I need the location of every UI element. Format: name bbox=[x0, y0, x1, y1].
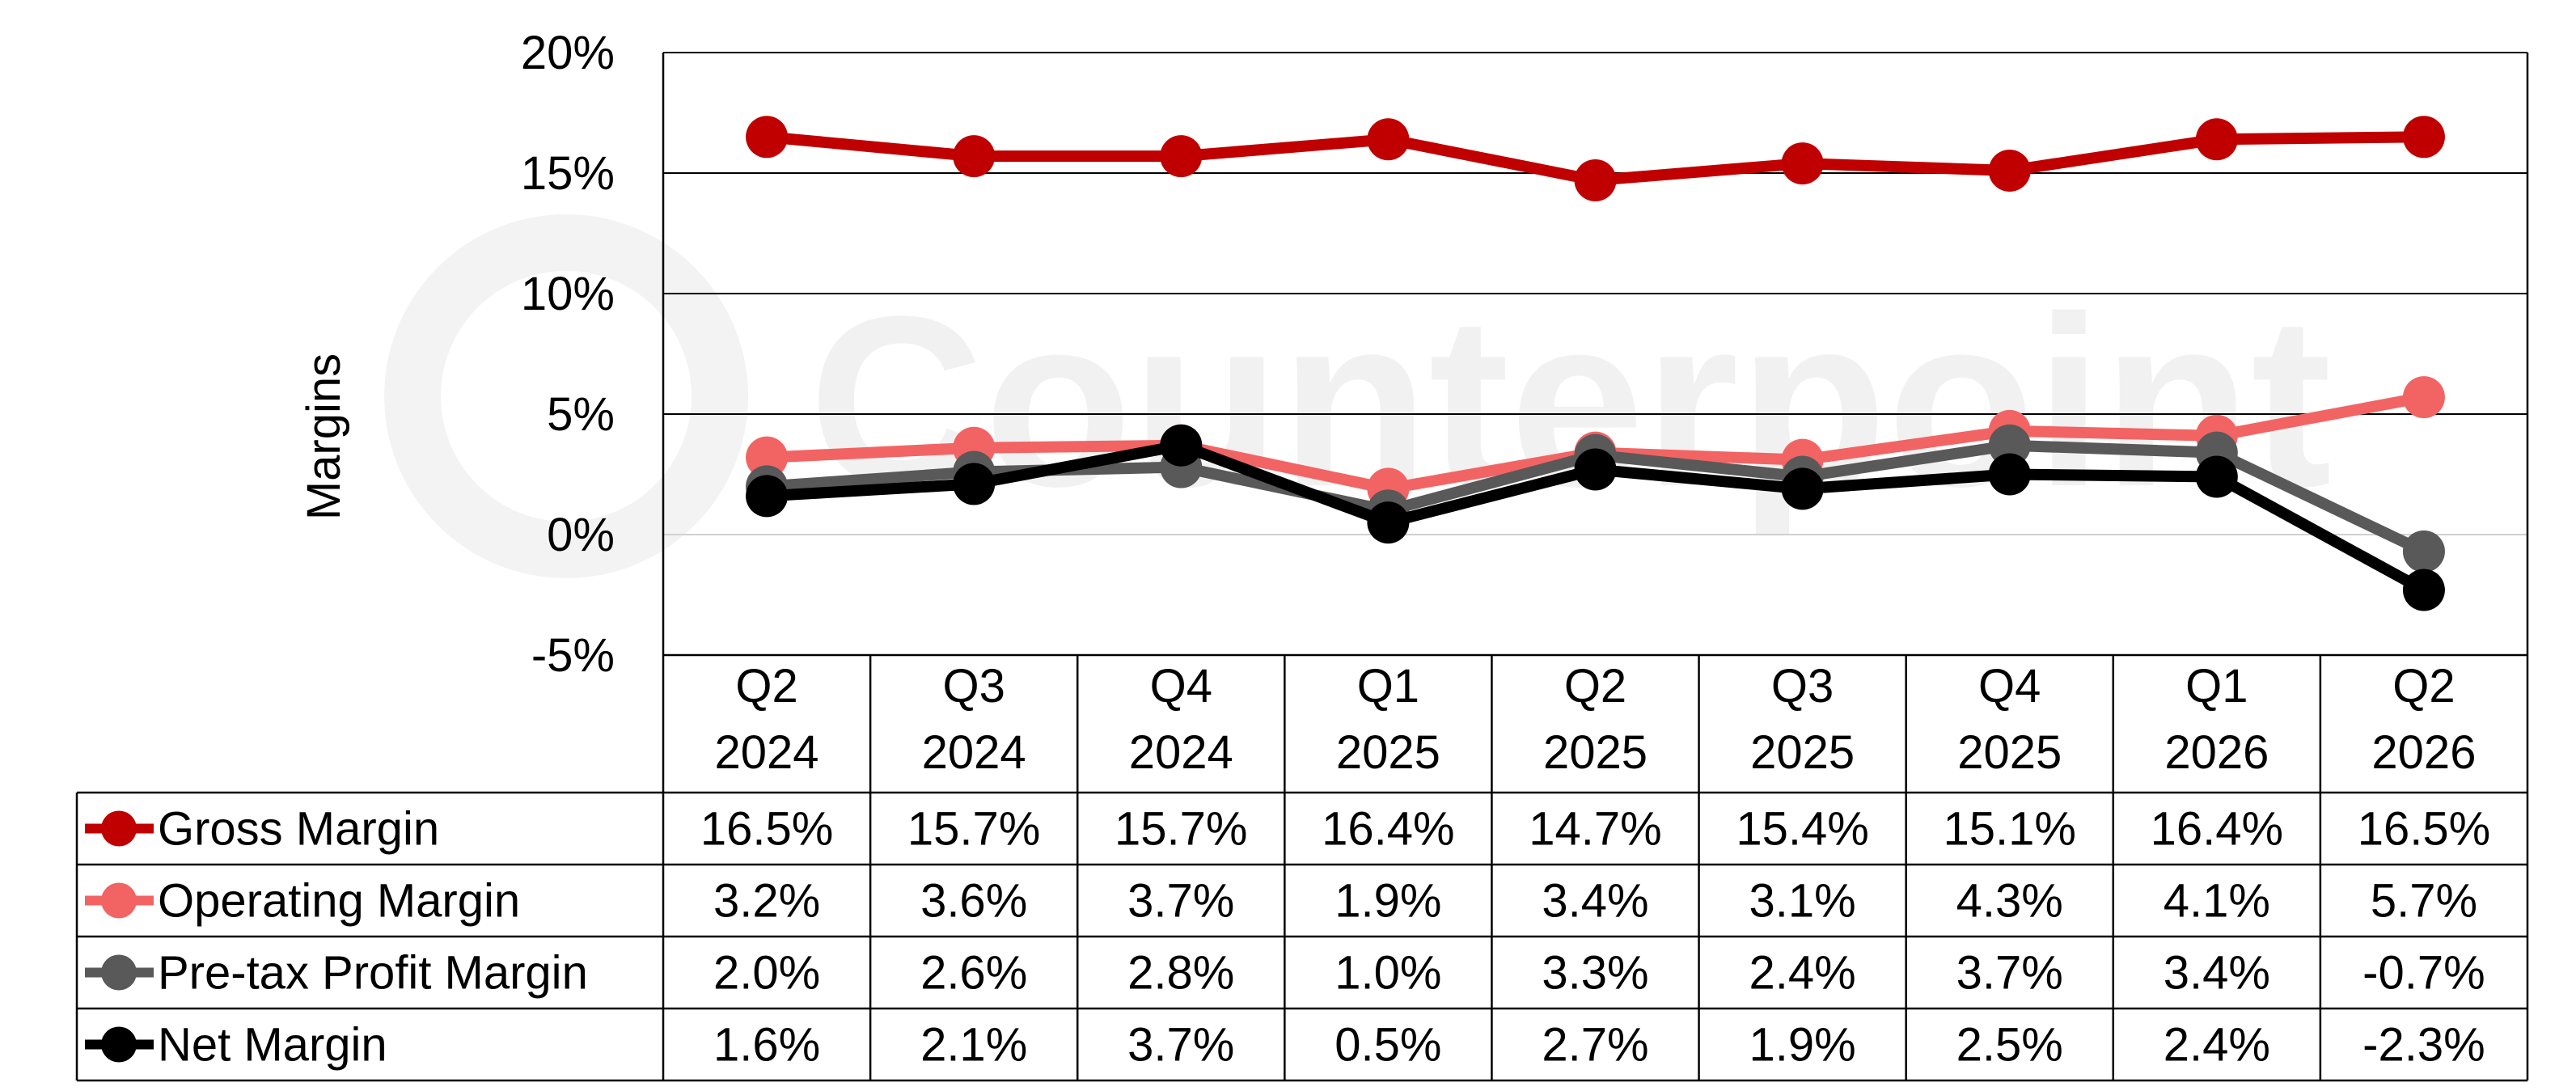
category-label: Q1 bbox=[2185, 660, 2248, 713]
category-label: 2026 bbox=[2164, 726, 2269, 779]
data-label: 3.7% bbox=[1127, 875, 1234, 928]
category-label: Q2 bbox=[2392, 660, 2455, 713]
watermark-text: Counterpoint bbox=[809, 265, 2332, 539]
category-label: 2025 bbox=[1750, 726, 1855, 779]
data-label: 0.5% bbox=[1335, 1019, 1441, 1072]
data-point bbox=[1367, 501, 1410, 544]
data-label: 15.1% bbox=[1943, 803, 2075, 856]
legend-key-marker bbox=[101, 954, 137, 991]
series-name: Net Margin bbox=[158, 1019, 387, 1072]
series-lines bbox=[746, 116, 2445, 611]
data-point bbox=[1367, 118, 1410, 161]
data-point bbox=[2402, 376, 2445, 419]
data-label: 2.4% bbox=[2164, 1019, 2270, 1072]
data-label: 2.8% bbox=[1127, 947, 1234, 1000]
category-label: Q1 bbox=[1357, 660, 1419, 713]
data-label: -0.7% bbox=[2362, 947, 2485, 1000]
data-label: 1.9% bbox=[1335, 875, 1441, 928]
data-label: 2.5% bbox=[1956, 1019, 2063, 1072]
data-label: 16.4% bbox=[1322, 803, 1454, 856]
y-tick-label: 10% bbox=[521, 268, 615, 320]
legend-key-marker bbox=[101, 882, 137, 919]
legend-key-marker bbox=[101, 1026, 137, 1063]
y-tick-label: 20% bbox=[521, 27, 615, 79]
data-label: 1.0% bbox=[1335, 947, 1441, 1000]
data-point bbox=[1781, 142, 1824, 185]
data-label: 3.2% bbox=[713, 875, 820, 928]
legend-key-marker bbox=[101, 810, 137, 847]
category-label: 2025 bbox=[1336, 726, 1440, 779]
data-label: 14.7% bbox=[1529, 803, 1661, 856]
data-label: 2.0% bbox=[713, 947, 820, 1000]
series-name: Pre-tax Profit Margin bbox=[158, 947, 588, 1000]
data-label: 1.6% bbox=[713, 1019, 820, 1072]
data-label: 4.1% bbox=[2164, 875, 2270, 928]
watermark-logo-icon bbox=[384, 214, 748, 578]
data-label: 3.7% bbox=[1956, 947, 2063, 1000]
data-label: 16.4% bbox=[2151, 803, 2283, 856]
data-label: 1.9% bbox=[1749, 1019, 1856, 1072]
data-label: 5.7% bbox=[2371, 875, 2477, 928]
category-label: 2024 bbox=[1129, 726, 1233, 779]
data-point bbox=[1988, 424, 2031, 467]
data-point bbox=[1574, 448, 1617, 491]
series-name: Operating Margin bbox=[158, 875, 520, 928]
data-point bbox=[2402, 116, 2445, 159]
data-label: 3.3% bbox=[1542, 947, 1648, 1000]
data-label: 3.1% bbox=[1749, 875, 1856, 928]
data-label: 15.4% bbox=[1736, 803, 1868, 856]
data-label: 4.3% bbox=[1956, 875, 2063, 928]
data-point bbox=[1160, 135, 1203, 178]
data-label: 3.6% bbox=[920, 875, 1027, 928]
data-point bbox=[953, 463, 996, 505]
category-label: Q2 bbox=[1564, 660, 1626, 713]
y-axis-ticks: 20% 15% 10% 5% 0% -5% bbox=[521, 27, 615, 682]
category-label: Q3 bbox=[942, 660, 1005, 713]
data-point bbox=[1988, 453, 2031, 496]
category-label: Q4 bbox=[1978, 660, 2041, 713]
data-label: 2.1% bbox=[920, 1019, 1027, 1072]
data-point bbox=[746, 116, 789, 159]
category-label: 2024 bbox=[715, 726, 819, 779]
category-label: Q2 bbox=[735, 660, 797, 713]
data-table: Q2 2024 Q3 2024 Q4 2024 Q1 2025 Q2 2025 Q3 2025 Q4 20… bbox=[75, 53, 2529, 1082]
data-point bbox=[1574, 159, 1617, 201]
data-label: 16.5% bbox=[700, 803, 833, 856]
data-label: 3.4% bbox=[1542, 875, 1648, 928]
data-label: 2.4% bbox=[1749, 947, 1856, 1000]
data-point bbox=[746, 475, 789, 518]
data-point bbox=[2402, 530, 2445, 573]
data-label: 3.4% bbox=[2164, 947, 2270, 1000]
data-point bbox=[2195, 455, 2238, 498]
category-label: Q3 bbox=[1771, 660, 1834, 713]
category-label: 2026 bbox=[2371, 726, 2476, 779]
data-label: -2.3% bbox=[2362, 1019, 2485, 1072]
y-tick-label: 5% bbox=[547, 388, 615, 441]
data-label: 15.7% bbox=[1115, 803, 1247, 856]
y-tick-label: 0% bbox=[547, 509, 615, 561]
data-point bbox=[953, 135, 996, 178]
data-label: 2.7% bbox=[1542, 1019, 1648, 1072]
data-point bbox=[2195, 118, 2238, 161]
category-label: 2025 bbox=[1543, 726, 1648, 779]
y-axis-title: Margins bbox=[298, 353, 350, 520]
category-label: 2024 bbox=[922, 726, 1026, 779]
series-name: Gross Margin bbox=[158, 803, 439, 856]
y-tick-label: -5% bbox=[531, 629, 615, 682]
watermark: Counterpoint bbox=[384, 214, 2332, 578]
data-point bbox=[2402, 569, 2445, 611]
y-tick-label: 15% bbox=[521, 147, 615, 200]
data-point bbox=[1160, 424, 1203, 467]
data-label: 3.7% bbox=[1127, 1019, 1234, 1072]
data-label: 2.6% bbox=[920, 947, 1027, 1000]
data-label: 15.7% bbox=[907, 803, 1040, 856]
category-label: 2025 bbox=[1957, 726, 2062, 779]
data-point bbox=[1781, 467, 1824, 510]
category-label: Q4 bbox=[1150, 660, 1212, 713]
data-point bbox=[1988, 150, 2031, 192]
data-point bbox=[746, 436, 789, 479]
data-label: 16.5% bbox=[2358, 803, 2490, 856]
